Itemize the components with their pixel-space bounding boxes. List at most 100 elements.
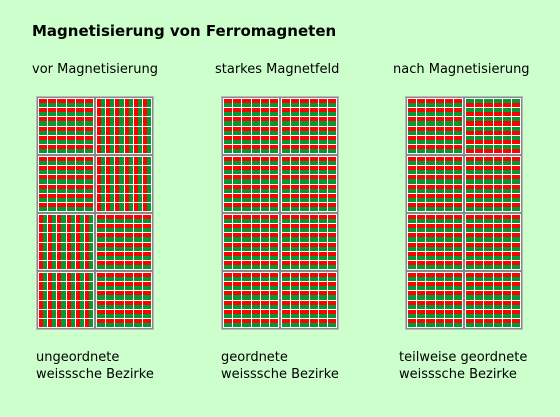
magnet-pole [270, 161, 278, 165]
magnet-pole [282, 189, 290, 193]
elementary-magnet [125, 108, 133, 116]
elementary-magnet [261, 194, 269, 202]
magnet-pole [291, 140, 299, 144]
elementary-magnet [408, 252, 416, 260]
magnet-pole [436, 219, 444, 223]
magnet-pole [319, 170, 327, 174]
elementary-magnet [282, 310, 290, 318]
elementary-magnet [57, 261, 65, 269]
magnet-pole [270, 314, 278, 318]
elementary-magnet [291, 194, 299, 202]
magnet-pole [48, 131, 56, 135]
magnet-pole [512, 207, 520, 211]
elementary-magnet [115, 252, 123, 260]
elementary-magnet [408, 203, 416, 211]
elementary-magnet [85, 136, 93, 144]
elementary-magnet [282, 282, 290, 290]
elementary-magnet [233, 291, 241, 299]
elementary-magnet [115, 136, 123, 144]
elementary-magnet [252, 282, 260, 290]
magnet-pole [224, 265, 232, 269]
elementary-magnet [436, 310, 444, 318]
magnet-pole [445, 305, 453, 309]
elementary-magnet [242, 136, 250, 144]
magnet-pole [125, 247, 133, 251]
magnet-pole [242, 121, 250, 125]
caption-ordered-line2: weisssche Bezirke [221, 366, 339, 383]
magnet-pole [106, 314, 114, 318]
elementary-magnet [233, 194, 241, 202]
magnet-pole [106, 323, 114, 327]
elementary-magnet [97, 136, 105, 144]
magnet-pole [300, 189, 308, 193]
magnet-pole [89, 273, 93, 281]
magnet-pole [445, 189, 453, 193]
elementary-magnet [436, 282, 444, 290]
elementary-magnet [261, 310, 269, 318]
magnet-pole [101, 117, 105, 125]
elementary-magnet [282, 145, 290, 153]
magnet-pole [101, 175, 105, 183]
elementary-magnet [76, 203, 84, 211]
elementary-magnet [125, 224, 133, 232]
elementary-magnet [134, 291, 142, 299]
elementary-magnet [39, 136, 47, 144]
elementary-magnet [242, 301, 250, 309]
magnet-pole [52, 310, 56, 318]
elementary-magnet [233, 319, 241, 327]
magnet-pole [129, 99, 133, 107]
magnet-pole [300, 305, 308, 309]
magnet-pole [134, 277, 142, 281]
magnet-pole [270, 198, 278, 202]
elementary-magnet [328, 136, 336, 144]
elementary-magnet [417, 117, 425, 125]
elementary-magnet [134, 252, 142, 260]
elementary-magnet [512, 310, 520, 318]
magnet-pole [319, 198, 327, 202]
magnet-pole [454, 140, 462, 144]
magnet-pole [291, 277, 299, 281]
elementary-magnet [106, 194, 114, 202]
magnet-pole [282, 228, 290, 232]
magnet-pole [224, 161, 232, 165]
elementary-magnet [115, 108, 123, 116]
magnet-pole [494, 314, 502, 318]
elementary-magnet [408, 310, 416, 318]
magnet-pole [52, 215, 56, 223]
magnet-pole [328, 286, 336, 290]
elementary-magnet [466, 175, 474, 183]
magnet-pole [110, 157, 114, 165]
magnet-pole [319, 247, 327, 251]
elementary-magnet [224, 127, 232, 135]
elementary-magnet [48, 166, 56, 174]
elementary-magnet [503, 166, 511, 174]
magnet-pole [300, 247, 308, 251]
magnet-pole [138, 203, 142, 211]
heading-strong-field: starkes Magnetfeld [215, 62, 339, 77]
elementary-magnet [67, 99, 75, 107]
magnet-pole [97, 305, 105, 309]
elementary-magnet [300, 261, 308, 269]
magnet-pole [233, 277, 241, 281]
elementary-magnet [408, 99, 416, 107]
elementary-magnet [328, 215, 336, 223]
magnet-pole [503, 121, 511, 125]
magnet-pole [85, 189, 93, 193]
magnet-pole [310, 179, 318, 183]
elementary-magnet [291, 157, 299, 165]
elementary-magnet [39, 145, 47, 153]
elementary-magnet [310, 194, 318, 202]
elementary-magnet [261, 145, 269, 153]
elementary-magnet [39, 291, 47, 299]
elementary-magnet [484, 243, 492, 251]
magnet-pole [224, 228, 232, 232]
magnet-pole [233, 219, 241, 223]
magnet-pole [417, 207, 425, 211]
magnet-pole [97, 277, 105, 281]
magnet-pole [119, 166, 123, 174]
elementary-magnet [242, 108, 250, 116]
elementary-magnet [445, 157, 453, 165]
magnet-pole [408, 161, 416, 165]
elementary-magnet [67, 261, 75, 269]
elementary-magnet [224, 203, 232, 211]
